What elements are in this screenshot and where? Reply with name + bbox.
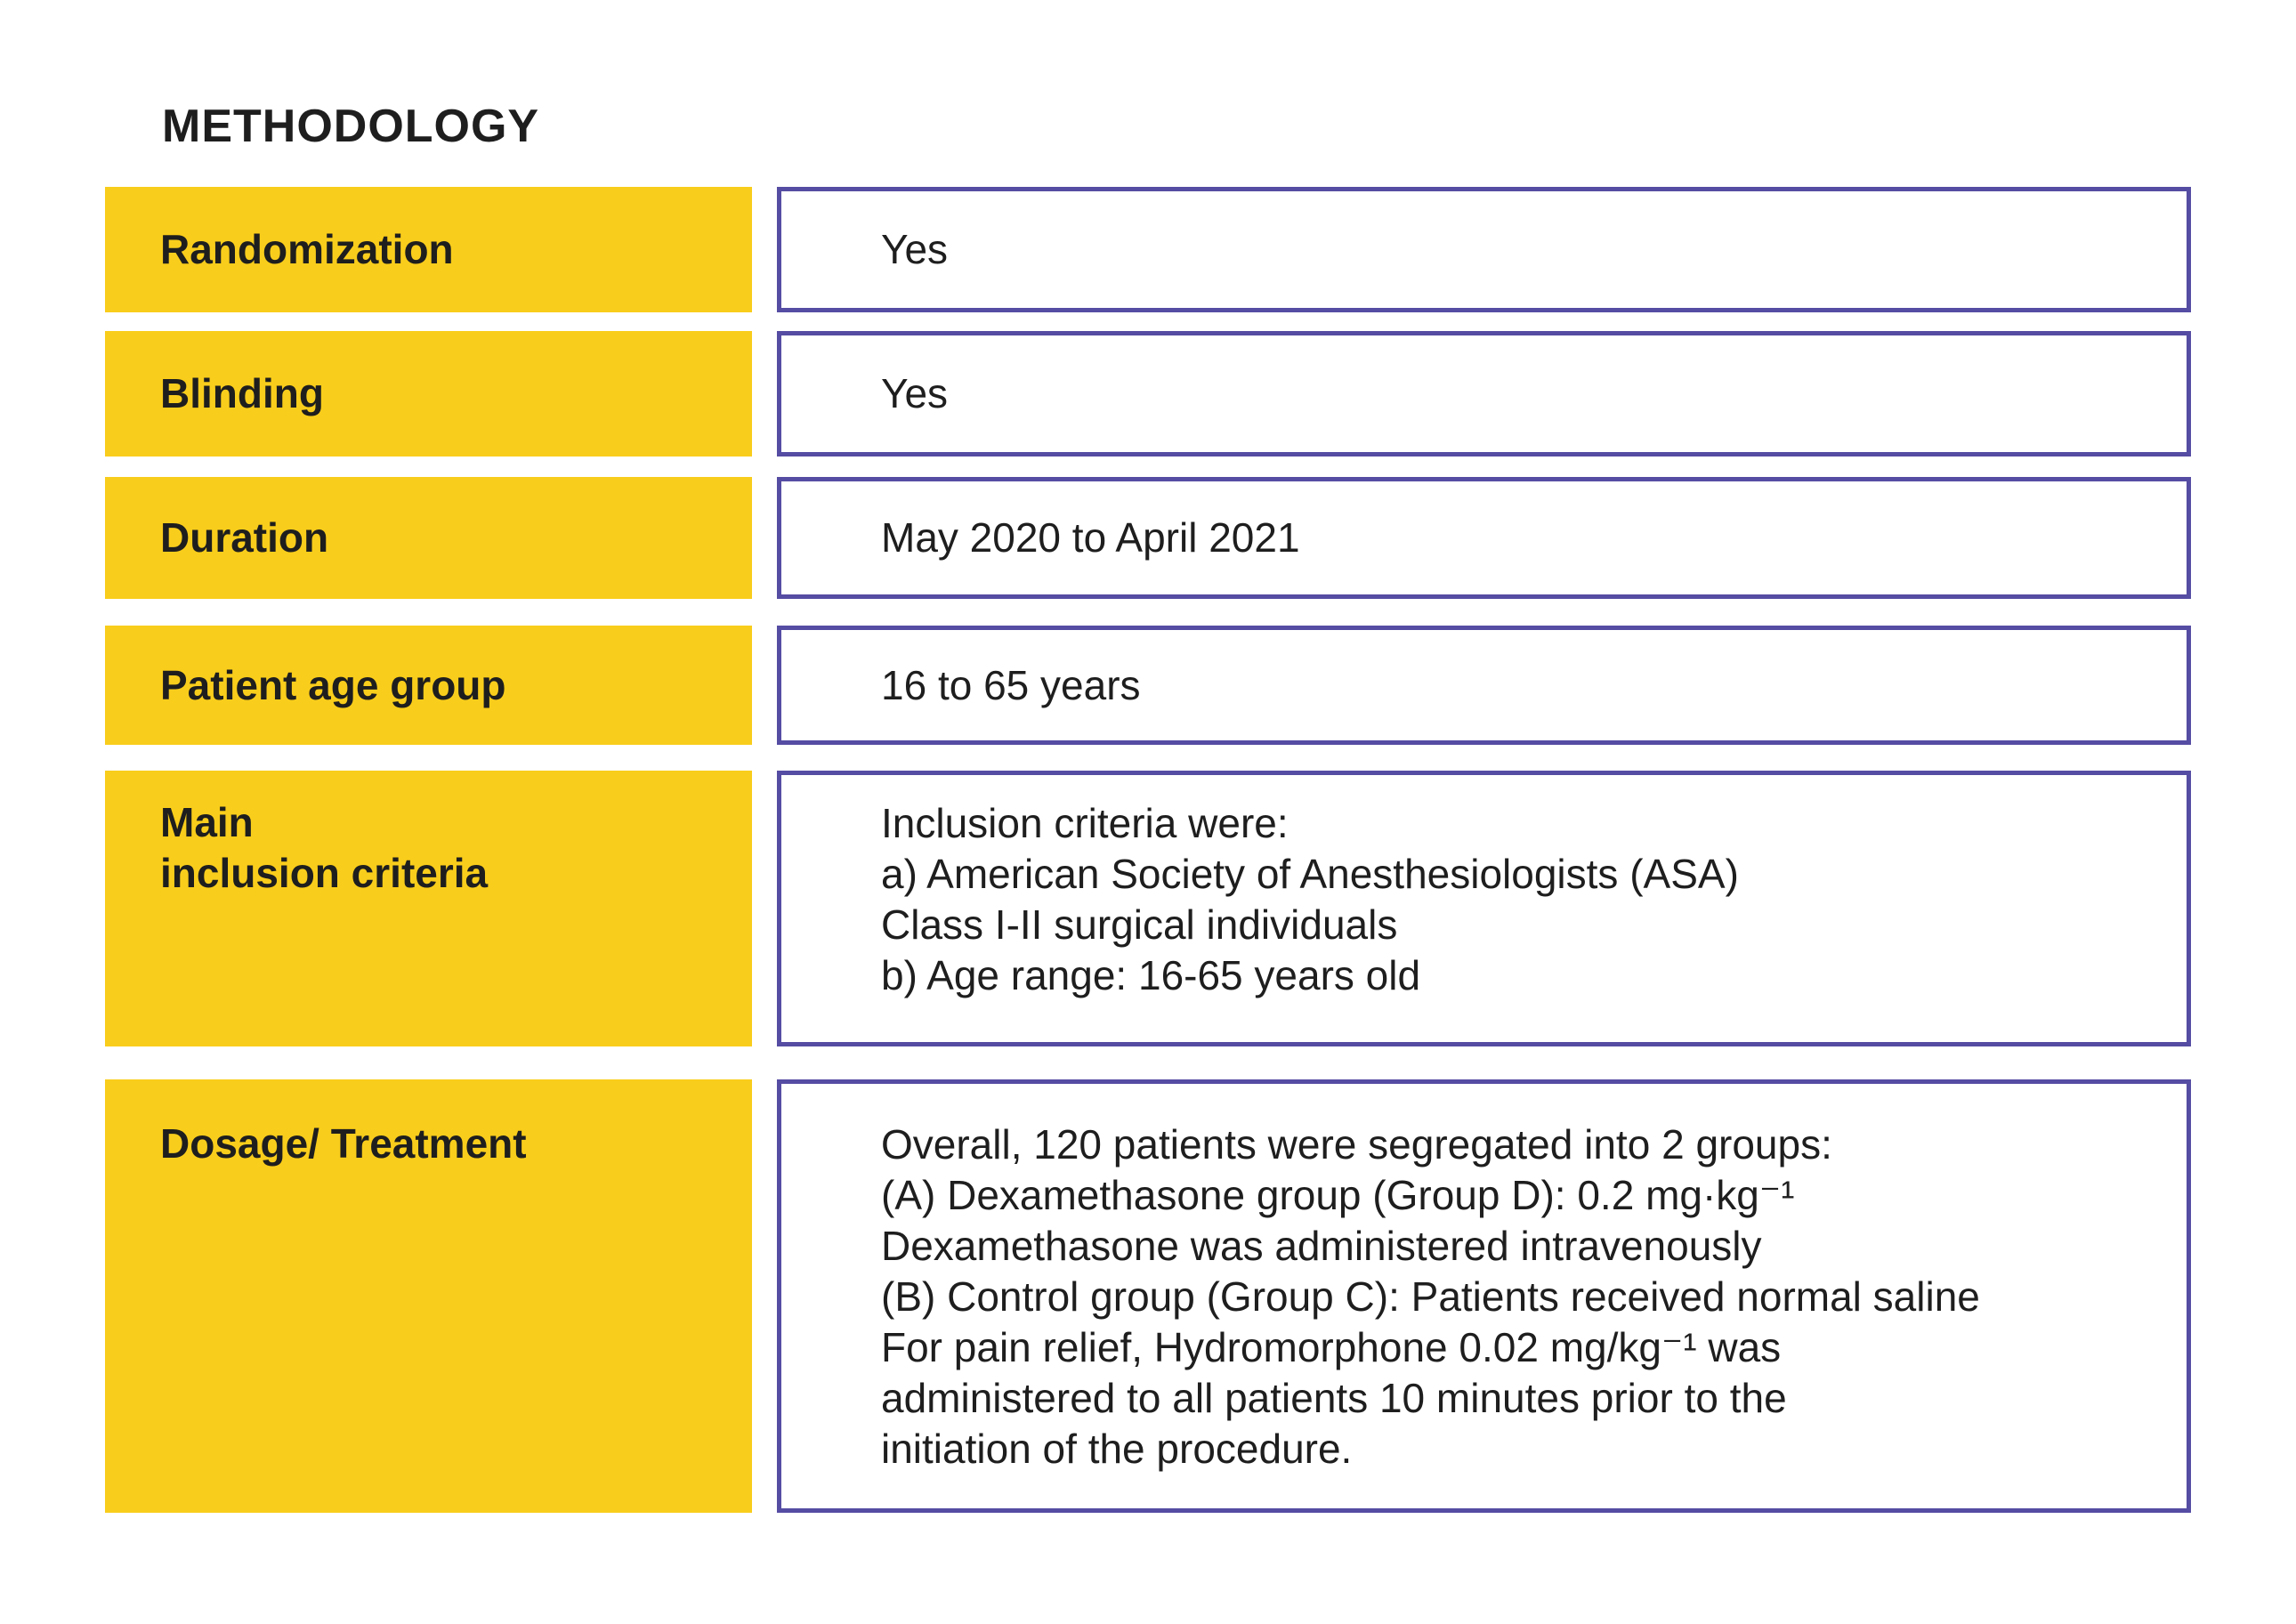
- row-label-duration: Duration: [105, 477, 752, 599]
- column-gap: [752, 771, 777, 1046]
- column-gap: [752, 187, 777, 312]
- column-gap: [752, 626, 777, 745]
- row-label-patient-age-group: Patient age group: [105, 626, 752, 745]
- table-row-duration: Duration May 2020 to April 2021: [105, 477, 2191, 599]
- row-value-main-inclusion-criteria: Inclusion criteria were: a) American Soc…: [777, 771, 2191, 1046]
- row-value-patient-age-group: 16 to 65 years: [777, 626, 2191, 745]
- methodology-table: Randomization Yes Blinding Yes Duration …: [105, 187, 2191, 1513]
- table-row-randomization: Randomization Yes: [105, 187, 2191, 312]
- row-value-blinding: Yes: [777, 331, 2191, 456]
- row-label-dosage-treatment: Dosage/ Treatment: [105, 1079, 752, 1513]
- table-row-blinding: Blinding Yes: [105, 331, 2191, 456]
- row-label-randomization: Randomization: [105, 187, 752, 312]
- column-gap: [752, 477, 777, 599]
- row-value-dosage-treatment: Overall, 120 patients were segregated in…: [777, 1079, 2191, 1513]
- page-title: METHODOLOGY: [162, 101, 540, 152]
- row-label-blinding: Blinding: [105, 331, 752, 456]
- row-value-randomization: Yes: [777, 187, 2191, 312]
- column-gap: [752, 331, 777, 456]
- row-value-duration: May 2020 to April 2021: [777, 477, 2191, 599]
- table-row-dosage-treatment: Dosage/ Treatment Overall, 120 patients …: [105, 1079, 2191, 1513]
- row-label-main-inclusion-criteria: Main inclusion criteria: [105, 771, 752, 1046]
- table-row-patient-age-group: Patient age group 16 to 65 years: [105, 626, 2191, 745]
- table-row-main-inclusion-criteria: Main inclusion criteria Inclusion criter…: [105, 771, 2191, 1046]
- column-gap: [752, 1079, 777, 1513]
